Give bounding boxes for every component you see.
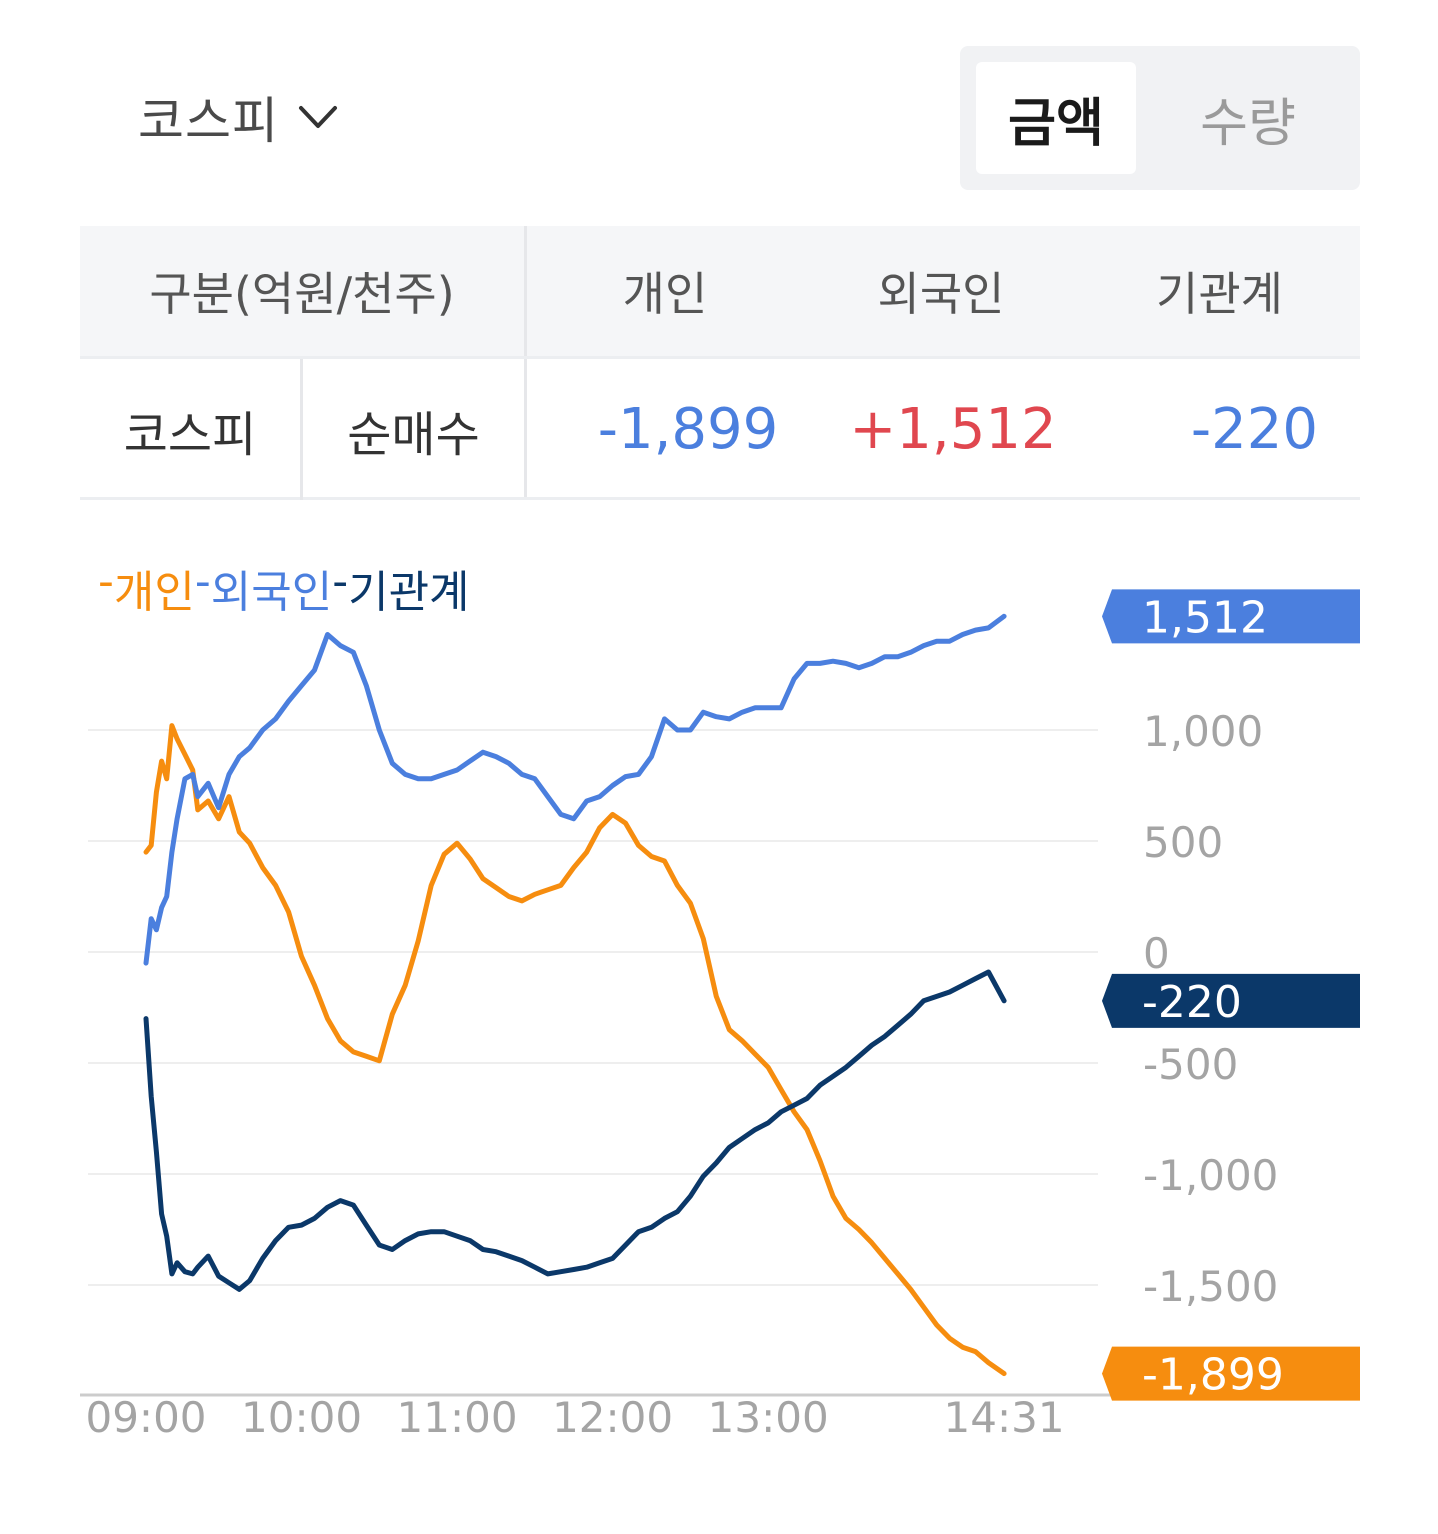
legend-foreign-marker: - [194,556,211,607]
header-individual: 개인 [622,267,708,321]
y-tick-label: -1,000 [1143,1151,1278,1200]
unit-toggle: 금액 수량 [960,46,1360,190]
end-value-tag-institution [1102,973,1360,1028]
x-tick-label: 13:00 [708,1393,829,1442]
x-tick-label: 12:00 [552,1393,673,1442]
y-tick-label: 1,000 [1143,707,1263,756]
header-institution: 기관계 [1156,267,1283,321]
legend-foreign: 외국인 [210,567,333,618]
x-tick-label: 14:31 [944,1393,1065,1442]
end-value-label-foreign: 1,512 [1142,592,1268,643]
end-value-label-institution: -220 [1142,977,1242,1028]
legend-institution: 기관계 [348,567,470,618]
series-line-individual [143,723,1007,1377]
table-header: 구분(억원/천주) 개인 외국인 기관계 [80,226,1360,356]
row-institution-value: -220 [1190,397,1318,462]
market-selector[interactable]: 코스피 [138,82,341,152]
y-tick-label: -1,500 [1143,1262,1278,1311]
x-tick-label: 11:00 [397,1393,518,1442]
header-category: 구분(억원/천주) [149,267,455,321]
net-buy-table: 구분(억원/천주) 개인 외국인 기관계 코스피 순매수 -1,899 +1,5… [80,226,1360,500]
end-value-label-individual: -1,899 [1142,1350,1284,1401]
legend-institution-marker: - [332,556,349,607]
end-value-tag-individual [1102,1346,1360,1401]
y-tick-label: -500 [1143,1040,1238,1089]
y-tick-label: 500 [1143,818,1223,867]
toggle-amount[interactable]: 금액 [976,62,1136,174]
x-tick-label: 09:00 [85,1393,206,1442]
legend-individual: 개인 [113,567,195,618]
end-value-tag-foreign [1102,589,1360,644]
chevron-down-icon [299,106,337,128]
series-line-foreign [143,613,1007,966]
row-market: 코스피 [123,406,257,463]
x-tick-label: 10:00 [241,1393,362,1442]
market-selector-label: 코스피 [138,92,279,150]
y-tick-label: 0 [1143,929,1170,978]
table-row: 코스피 순매수 -1,899 +1,512 -220 [80,356,1360,500]
row-individual-value: -1,899 [597,397,779,462]
toggle-volume[interactable]: 수량 [1200,93,1296,154]
row-type: 순매수 [347,406,480,463]
legend-individual-marker: - [98,556,114,607]
row-foreign-value: +1,512 [849,397,1057,462]
chart-legend: - 개인 - 외국인 - 기관계 [98,556,470,620]
series-line-institution [143,969,1007,1292]
table-divider [524,226,527,500]
table-divider [300,359,303,500]
header-foreign: 외국인 [877,267,1005,321]
